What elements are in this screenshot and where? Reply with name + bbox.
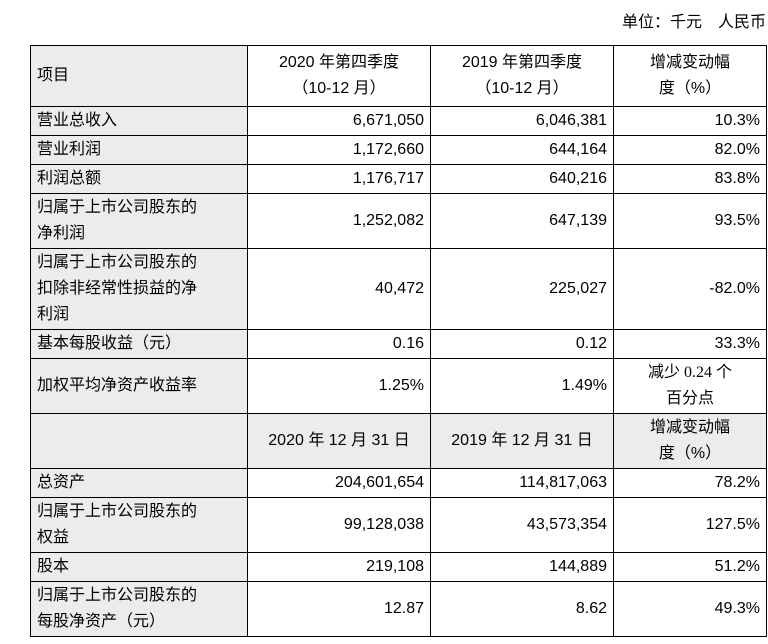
table-header-row-yearend: 2020 年 12 月 31 日 2019 年 12 月 31 日 增减变动幅 …	[30, 413, 767, 469]
row-label: 归属于上市公司股东的 净利润	[30, 193, 248, 249]
value-change: 51.2%	[613, 552, 767, 582]
table-row-net-profit-attributable: 归属于上市公司股东的 净利润 1,252,082 647,139 93.5%	[30, 193, 767, 249]
unit-note: 单位：千元 人民币	[621, 14, 766, 31]
value-2020: 1,252,082	[247, 193, 431, 249]
table-row-weighted-avg-roe: 加权平均净资产收益率 1.25% 1.49% 减少 0.24 个 百分点	[30, 358, 767, 414]
row-label: 总资产	[30, 468, 248, 498]
value-2019: 0.12	[430, 329, 614, 359]
value-2019: 114,817,063	[430, 468, 614, 498]
value-2020: 0.16	[247, 329, 431, 359]
value-2020: 219,108	[247, 552, 431, 582]
value-change: 10.3%	[613, 106, 767, 136]
row-label: 加权平均净资产收益率	[30, 358, 248, 414]
table-row-net-assets-per-share: 归属于上市公司股东的 每股净资产（元） 12.87 8.62 49.3%	[30, 581, 767, 637]
row-label: 基本每股收益（元）	[30, 329, 248, 359]
header-2019-12-31: 2019 年 12 月 31 日	[430, 413, 614, 469]
value-2020: 40,472	[247, 248, 431, 330]
value-2019: 1.49%	[430, 358, 614, 414]
table-row-basic-eps: 基本每股收益（元） 0.16 0.12 33.3%	[30, 329, 767, 359]
value-2020: 204,601,654	[247, 468, 431, 498]
value-2020: 12.87	[247, 581, 431, 637]
value-2019: 225,027	[430, 248, 614, 330]
table-header-row-quarter: 项目 2020 年第四季度 （10-12 月） 2019 年第四季度 （10-1…	[30, 45, 767, 107]
header-item-label: 项目	[30, 45, 248, 107]
table-row-total-assets: 总资产 204,601,654 114,817,063 78.2%	[30, 468, 767, 498]
value-change: 82.0%	[613, 135, 767, 165]
header-change-pct: 增减变动幅 度（%）	[613, 45, 767, 107]
value-2020: 1,172,660	[247, 135, 431, 165]
table-row-net-profit-excl-nonrecurring: 归属于上市公司股东的 扣除非经常性损益的净 利润 40,472 225,027 …	[30, 248, 767, 330]
value-change: 78.2%	[613, 468, 767, 498]
row-label: 营业总收入	[30, 106, 248, 136]
value-change: 49.3%	[613, 581, 767, 637]
row-label: 利润总额	[30, 164, 248, 194]
row-label: 股本	[30, 552, 248, 582]
table-row-equity-attributable: 归属于上市公司股东的 权益 99,128,038 43,573,354 127.…	[30, 497, 767, 553]
value-2020: 1,176,717	[247, 164, 431, 194]
row-label: 营业利润	[30, 135, 248, 165]
header-change-pct: 增减变动幅 度（%）	[613, 413, 767, 469]
header-2020-q4: 2020 年第四季度 （10-12 月）	[247, 45, 431, 107]
value-change: 83.8%	[613, 164, 767, 194]
row-label: 归属于上市公司股东的 扣除非经常性损益的净 利润	[30, 248, 248, 330]
value-change: 33.3%	[613, 329, 767, 359]
value-2019: 644,164	[430, 135, 614, 165]
header-empty	[30, 413, 248, 469]
quarterly-financial-summary-table: 项目 2020 年第四季度 （10-12 月） 2019 年第四季度 （10-1…	[30, 45, 767, 637]
table-row-total-profit: 利润总额 1,176,717 640,216 83.8%	[30, 164, 767, 194]
value-change: 127.5%	[613, 497, 767, 553]
table-row-share-capital: 股本 219,108 144,889 51.2%	[30, 552, 767, 582]
value-change: 93.5%	[613, 193, 767, 249]
value-2019: 647,139	[430, 193, 614, 249]
header-2019-q4: 2019 年第四季度 （10-12 月）	[430, 45, 614, 107]
row-label: 归属于上市公司股东的 权益	[30, 497, 248, 553]
value-2019: 43,573,354	[430, 497, 614, 553]
table-row-operating-profit: 营业利润 1,172,660 644,164 82.0%	[30, 135, 767, 165]
value-2020: 6,671,050	[247, 106, 431, 136]
value-2019: 640,216	[430, 164, 614, 194]
value-2019: 8.62	[430, 581, 614, 637]
value-change: -82.0%	[613, 248, 767, 330]
value-2019: 144,889	[430, 552, 614, 582]
row-label: 归属于上市公司股东的 每股净资产（元）	[30, 581, 248, 637]
value-2020: 99,128,038	[247, 497, 431, 553]
value-change: 减少 0.24 个 百分点	[613, 358, 767, 414]
table-row-total-revenue: 营业总收入 6,671,050 6,046,381 10.3%	[30, 106, 767, 136]
value-2019: 6,046,381	[430, 106, 614, 136]
value-2020: 1.25%	[247, 358, 431, 414]
header-2020-12-31: 2020 年 12 月 31 日	[247, 413, 431, 469]
